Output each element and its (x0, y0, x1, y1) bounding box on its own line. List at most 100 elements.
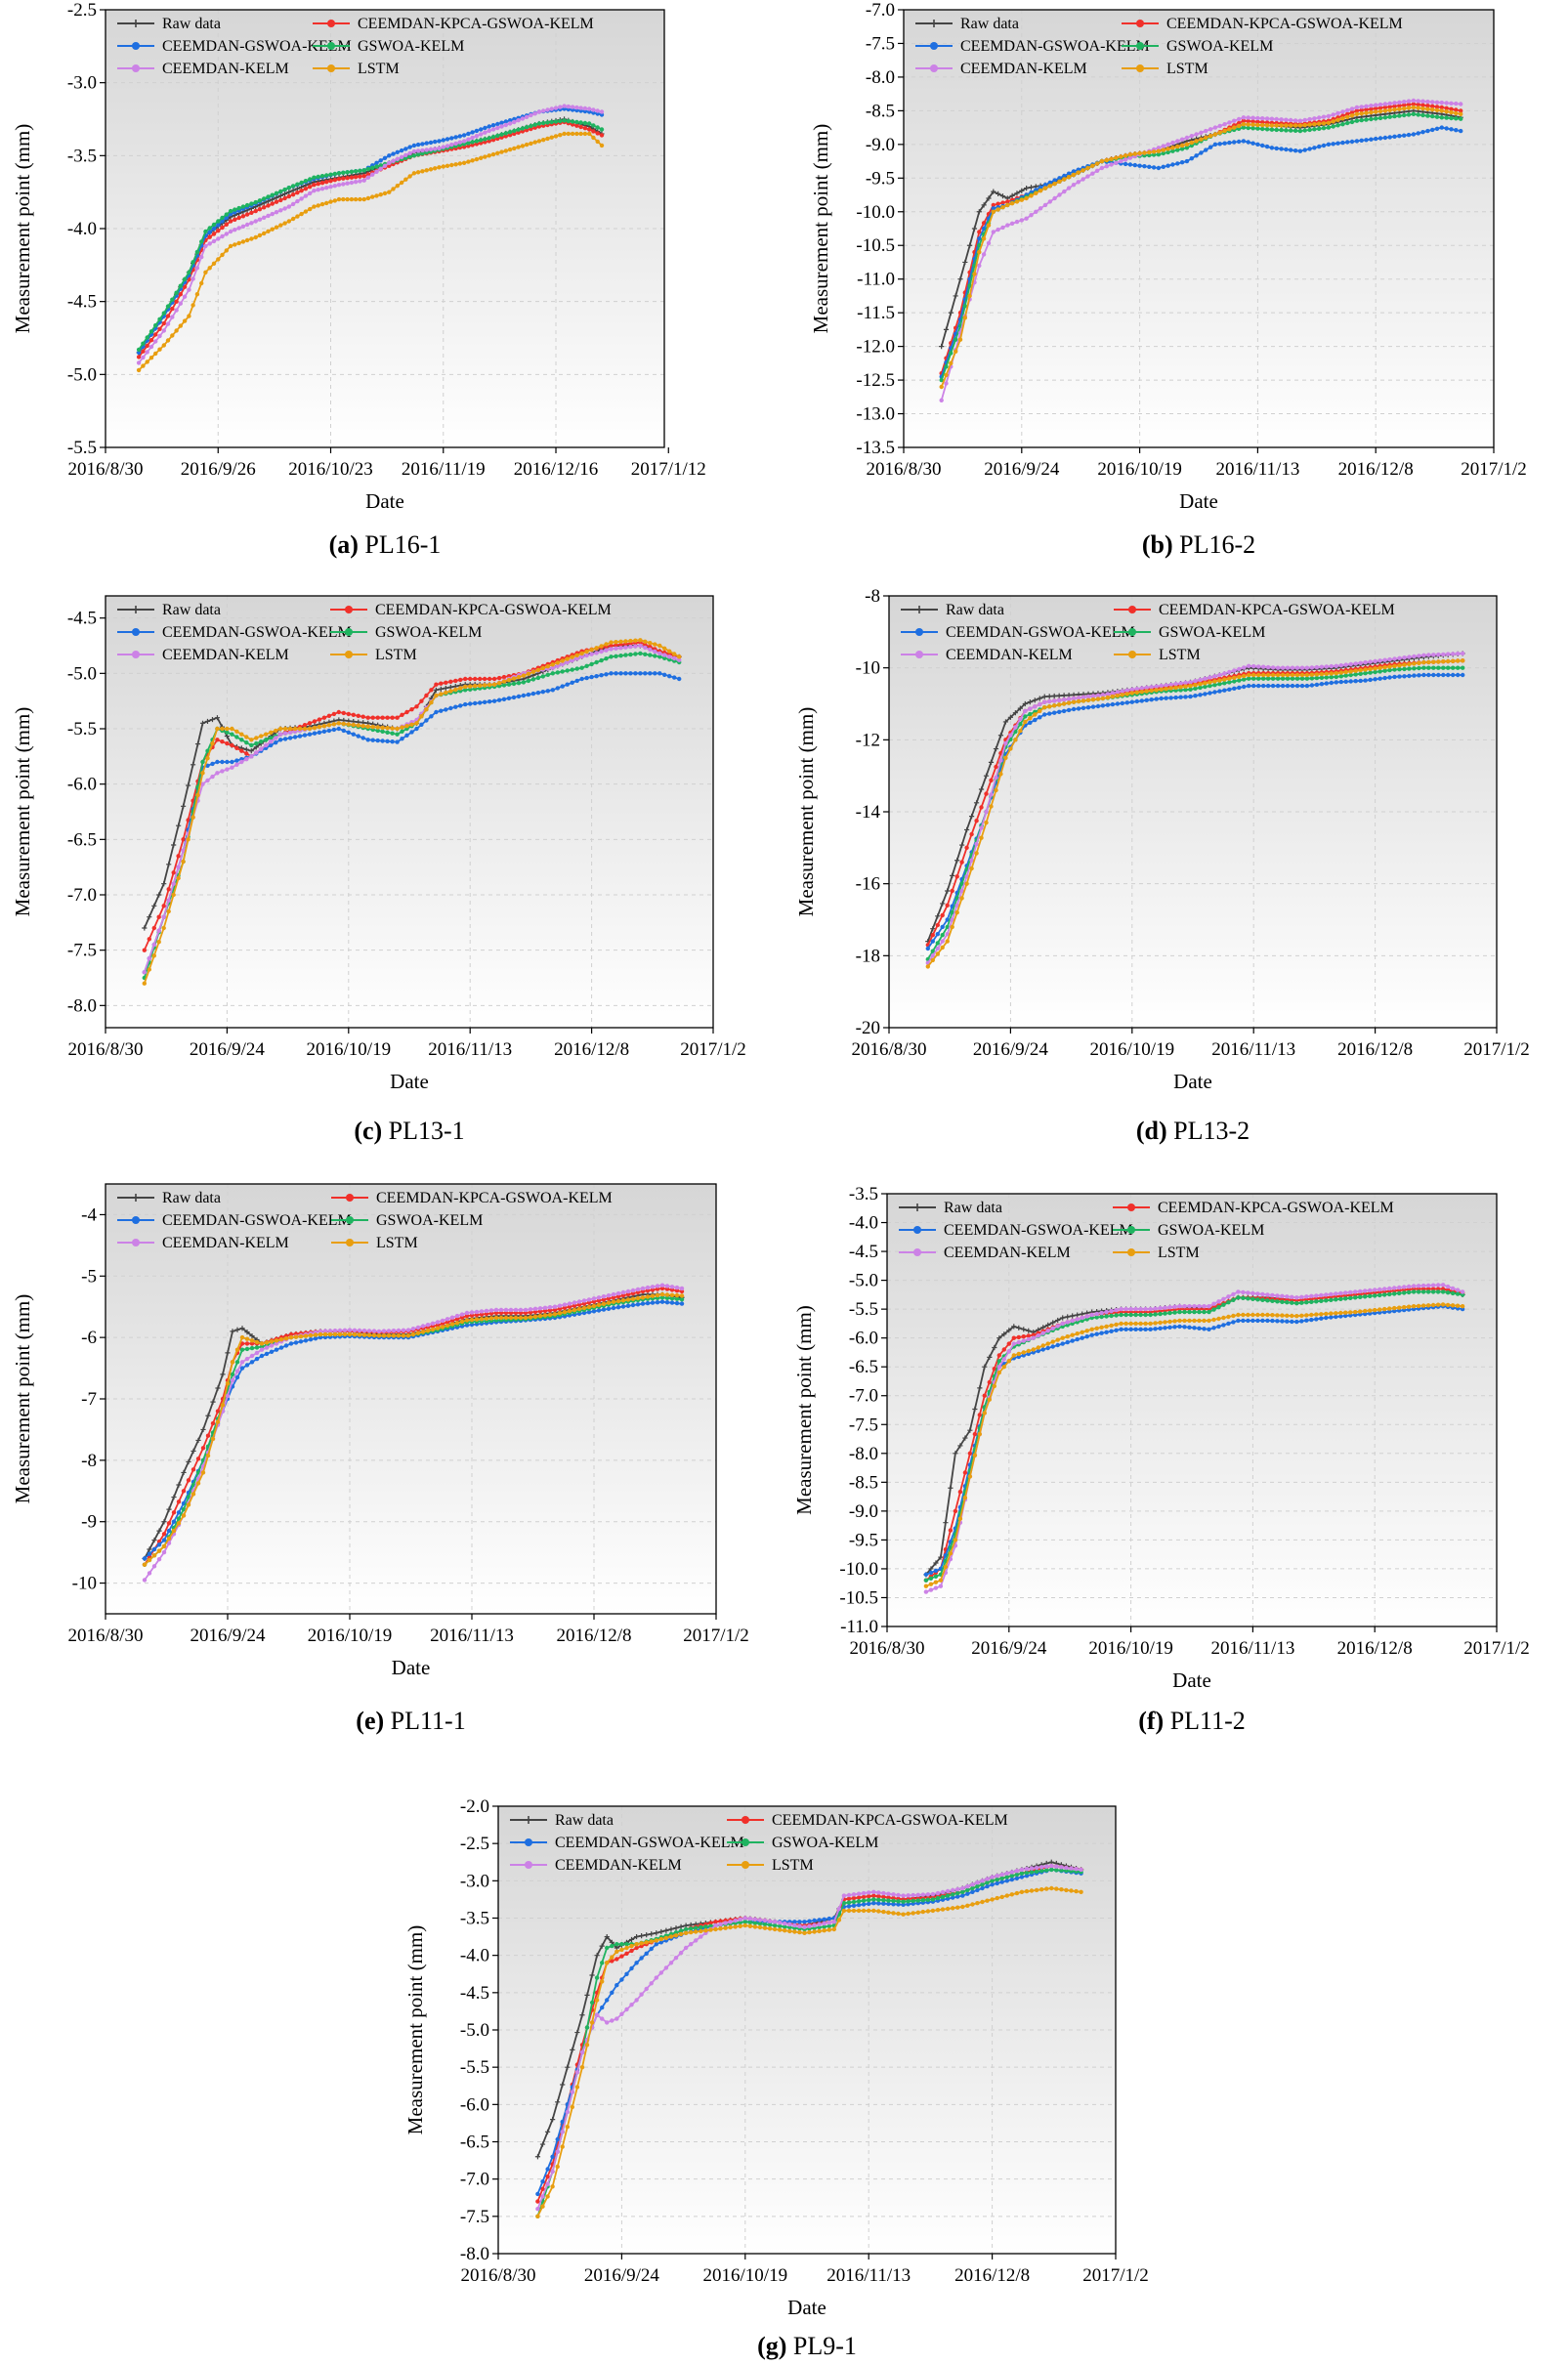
data-point (555, 670, 560, 675)
data-point (940, 1894, 946, 1900)
data-point (1139, 690, 1145, 695)
data-point (1358, 1288, 1363, 1294)
caption-letter: (a) (329, 530, 359, 559)
legend-marker (327, 20, 335, 27)
data-point (1057, 702, 1062, 707)
data-point (1142, 164, 1147, 169)
data-point (1183, 684, 1188, 689)
data-point (1312, 146, 1317, 150)
data-point (1202, 1327, 1207, 1331)
data-point (1251, 663, 1256, 669)
data-point (1177, 1309, 1182, 1315)
data-point (1161, 164, 1166, 169)
legend-label: CEEMDAN-KPCA-GSWOA-KELM (375, 602, 612, 618)
data-point (536, 139, 542, 144)
data-point (939, 344, 945, 350)
data-point (644, 1932, 650, 1938)
data-point (1139, 698, 1145, 703)
data-point (747, 1920, 753, 1925)
legend-marker (913, 1226, 921, 1234)
chart-panel-g: 2016/8/30 2016/9/24 2016/10/19 2016/11/13 20… (403, 1796, 1149, 2319)
y-tick-label: -16 (856, 874, 880, 895)
data-point (351, 732, 356, 737)
data-point (1022, 700, 1028, 707)
data-point (503, 148, 508, 153)
data-point (953, 1451, 958, 1457)
data-point (600, 2005, 605, 2010)
data-point (891, 1902, 896, 1907)
data-point (996, 1359, 1001, 1364)
data-point (1227, 120, 1232, 125)
data-point (1172, 1310, 1177, 1315)
caption-name: PL11-1 (384, 1707, 466, 1735)
data-point (1011, 1353, 1017, 1358)
data-point (479, 132, 484, 137)
data-point (1144, 697, 1149, 702)
data-point (1159, 687, 1164, 692)
data-point (1031, 1335, 1037, 1340)
data-point (935, 913, 941, 919)
data-point (1285, 672, 1291, 678)
data-point (1164, 683, 1168, 688)
data-point (345, 196, 350, 202)
data-point (1227, 676, 1232, 681)
data-point (170, 297, 175, 302)
data-point (282, 726, 288, 732)
data-point (1124, 692, 1130, 697)
data-point (1455, 1288, 1461, 1292)
data-point (151, 925, 156, 931)
legend-label: CEEMDAN-KELM (944, 1245, 1071, 1261)
data-point (526, 692, 531, 697)
data-point (530, 669, 536, 674)
data-point (1183, 695, 1188, 699)
data-point (643, 642, 648, 648)
data-point (479, 138, 484, 143)
data-point (639, 1956, 644, 1961)
plot-area (106, 10, 664, 447)
y-tick-label: -6.5 (849, 1357, 878, 1377)
y-tick-label: -7.0 (866, 0, 895, 21)
data-point (233, 207, 237, 212)
data-point (977, 263, 982, 269)
data-point (557, 1311, 563, 1316)
data-point (640, 1288, 646, 1294)
data-point (1264, 127, 1270, 132)
data-point (1279, 127, 1284, 133)
legend-marker (345, 606, 353, 613)
data-point (1127, 152, 1133, 157)
data-point (278, 1345, 284, 1350)
data-point (1377, 1287, 1382, 1292)
data-point (540, 665, 545, 671)
data-point (945, 888, 951, 894)
data-point (962, 1435, 968, 1441)
data-point (1241, 1312, 1246, 1318)
y-tick-label: -18 (856, 946, 880, 966)
data-point (1411, 1284, 1417, 1288)
data-point (331, 711, 337, 717)
data-point (361, 1332, 367, 1337)
data-point (375, 725, 380, 730)
data-point (220, 215, 225, 221)
data-point (1369, 106, 1374, 111)
data-point (930, 957, 935, 963)
data-point (1042, 186, 1048, 190)
data-point (762, 1922, 768, 1927)
data-point (470, 158, 475, 163)
data-point (1119, 154, 1123, 159)
data-point (1324, 1292, 1329, 1297)
data-point (1368, 659, 1373, 664)
data-point (526, 678, 531, 684)
data-point (1319, 1316, 1324, 1321)
data-point (266, 203, 271, 208)
data-point (399, 154, 404, 159)
data-point (145, 335, 149, 340)
data-point (1070, 1313, 1076, 1319)
data-point (293, 1340, 299, 1345)
data-point (1175, 148, 1180, 152)
data-point (239, 738, 244, 742)
legend-item: Raw data (117, 602, 221, 618)
data-point (570, 657, 574, 663)
data-point (230, 1372, 235, 1377)
data-point (1406, 112, 1412, 117)
data-point (216, 219, 221, 224)
